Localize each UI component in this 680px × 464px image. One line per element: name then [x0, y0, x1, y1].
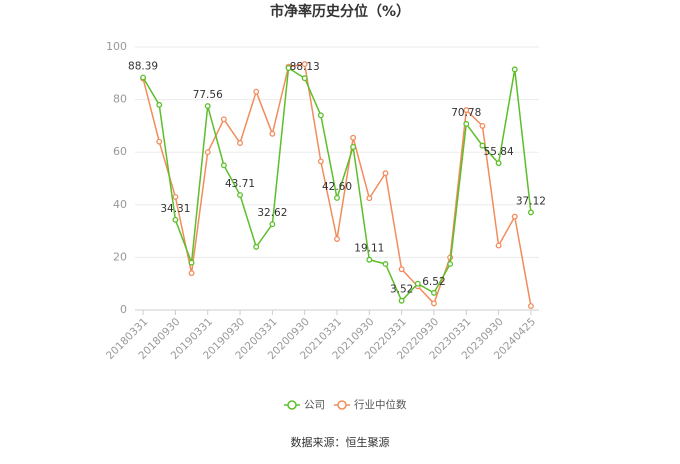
- legend-marker: [287, 400, 297, 410]
- point: [479, 122, 486, 129]
- chart-title: 市净率历史分位（%）: [270, 3, 410, 20]
- data-label: 19.11: [354, 243, 384, 255]
- data-label: 37.12: [516, 195, 546, 207]
- point: [204, 103, 211, 109]
- point: [269, 221, 276, 228]
- point: [350, 143, 357, 150]
- point: [447, 261, 454, 267]
- legend-label: 公司: [304, 399, 325, 411]
- data-label: 88.13: [290, 61, 320, 73]
- point: [398, 297, 405, 304]
- point: [188, 270, 195, 277]
- data-label: 42.60: [322, 181, 352, 193]
- point: [317, 112, 324, 119]
- legend-label: 行业中位数: [354, 398, 407, 411]
- point: [156, 101, 163, 108]
- y-tick-label: 20: [113, 250, 127, 263]
- point: [350, 134, 357, 141]
- data-label: 32.62: [257, 207, 287, 219]
- point: [220, 162, 227, 169]
- point: [527, 303, 534, 310]
- point: [431, 289, 437, 296]
- point: [172, 193, 179, 200]
- data-label: 55.84: [484, 146, 514, 158]
- data-label: 34.31: [160, 203, 190, 215]
- point: [253, 243, 260, 250]
- point: [398, 266, 405, 273]
- point: [366, 256, 373, 263]
- point: [237, 140, 243, 146]
- y-tick-label: 80: [113, 93, 127, 106]
- point: [301, 61, 308, 68]
- point: [479, 142, 486, 149]
- y-tick-label: 0: [120, 303, 127, 316]
- point: [463, 107, 470, 114]
- data-label: 3.52: [390, 284, 413, 296]
- point: [140, 74, 147, 81]
- point: [156, 138, 163, 145]
- point: [382, 261, 389, 267]
- point: [366, 195, 373, 202]
- point: [431, 300, 437, 307]
- data-label: 6.52: [422, 276, 445, 288]
- y-tick-label: 100: [106, 40, 127, 53]
- point: [334, 195, 340, 201]
- y-tick-label: 60: [113, 145, 127, 158]
- point: [317, 158, 324, 165]
- point: [334, 236, 340, 242]
- point: [495, 160, 502, 167]
- data-label: 77.56: [193, 89, 223, 101]
- point: [511, 213, 518, 220]
- data-label: 43.71: [225, 178, 255, 190]
- legend-marker: [337, 400, 347, 410]
- point: [188, 259, 195, 266]
- data-label: 70.78: [451, 107, 481, 119]
- point: [172, 216, 179, 223]
- point: [382, 170, 389, 177]
- point: [414, 280, 421, 287]
- point: [495, 242, 502, 249]
- point: [527, 209, 534, 216]
- point: [237, 192, 243, 198]
- point: [511, 66, 518, 73]
- point: [220, 116, 227, 123]
- point: [301, 75, 308, 82]
- data-label: 88.39: [128, 61, 158, 73]
- point: [285, 65, 292, 71]
- y-tick-label: 40: [113, 198, 127, 211]
- point: [204, 149, 211, 156]
- point: [463, 120, 470, 127]
- point: [253, 88, 260, 95]
- source: 数据来源：恒生聚源: [291, 435, 390, 449]
- point: [269, 130, 276, 137]
